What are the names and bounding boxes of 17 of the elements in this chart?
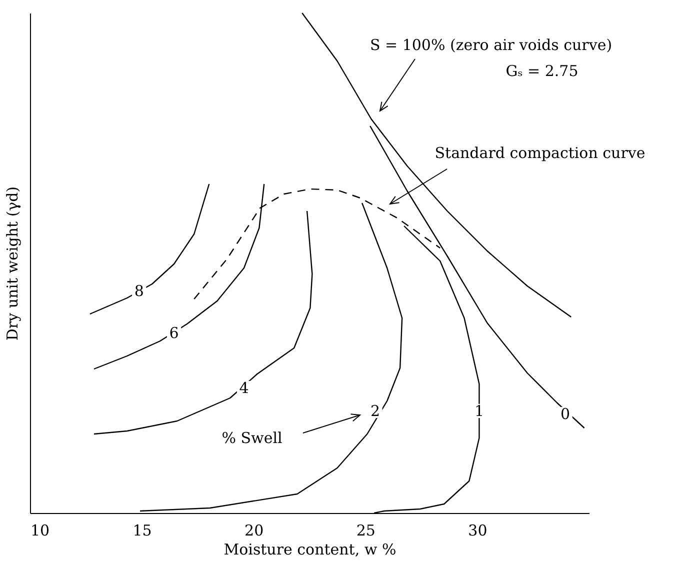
x-tick-label: 25 bbox=[356, 522, 376, 540]
annotation: 6 bbox=[169, 324, 179, 342]
annotation: 1 bbox=[474, 402, 484, 420]
x-tick-label: 30 bbox=[468, 522, 488, 540]
x-axis-title: Moisture content, w % bbox=[224, 540, 396, 558]
annotation: % Swell bbox=[222, 429, 283, 447]
x-tick-label: 10 bbox=[30, 522, 50, 540]
y-axis-title: Dry unit weight (γd) bbox=[4, 186, 22, 341]
annotation: Standard compaction curve bbox=[434, 144, 646, 162]
annotation: Gₛ = 2.75 bbox=[506, 62, 578, 80]
annotation: 0 bbox=[560, 405, 570, 423]
annotation: S = 100% (zero air voids curve) bbox=[370, 36, 612, 54]
annotation: 4 bbox=[239, 379, 249, 397]
annotation: 8 bbox=[134, 282, 144, 300]
x-tick-label: 20 bbox=[244, 522, 264, 540]
x-tick-label: 15 bbox=[132, 522, 152, 540]
annotation: 2 bbox=[370, 402, 380, 420]
